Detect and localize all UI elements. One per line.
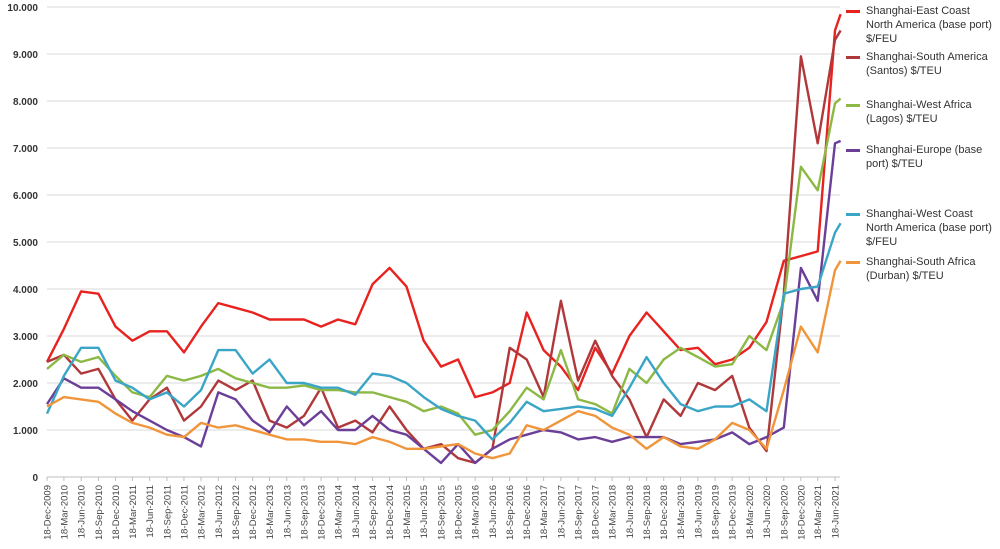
- x-tick-label: 18-Dec-2009: [43, 485, 54, 540]
- y-tick-label: 9.000: [13, 50, 38, 61]
- legend-label: Shanghai-West Coast North America (base …: [866, 208, 992, 248]
- x-tick-label: 18-Dec-2015: [454, 485, 465, 540]
- y-tick-label: 0: [32, 473, 38, 484]
- x-tick-label: 18-Sep-2013: [300, 485, 311, 540]
- x-tick-label: 18-Jun-2012: [214, 485, 225, 538]
- x-tick-label: 18-Dec-2016: [522, 485, 533, 540]
- x-tick-label: 18-Mar-2018: [608, 485, 619, 539]
- legend-label: Shanghai-South America (Santos) $/TEU: [866, 51, 988, 77]
- x-tick-label: 18-Jun-2014: [351, 485, 362, 538]
- legend-label: Shanghai-Europe (base port) $/TEU: [866, 144, 983, 170]
- legend-marker: [846, 213, 860, 216]
- legend-item: Shanghai-South Africa (Durban) $/TEU: [846, 255, 992, 283]
- x-tick-label: 18-Mar-2020: [745, 485, 756, 539]
- x-tick-label: 18-Sep-2016: [505, 485, 516, 540]
- series-line-2: [46, 97, 842, 436]
- series-line-4: [45, 222, 842, 441]
- x-tick-label: 18-Dec-2013: [317, 485, 328, 540]
- series-line-0: [45, 13, 842, 399]
- y-tick-label: 2.000: [13, 379, 38, 390]
- x-tick-label: 18-Jun-2017: [556, 485, 567, 538]
- x-tick-label: 18-Mar-2011: [128, 485, 139, 539]
- x-tick-label: 18-Mar-2010: [59, 485, 70, 539]
- x-tick-label: 18-Mar-2019: [676, 485, 687, 539]
- x-tick-label: 18-Mar-2015: [402, 485, 413, 539]
- x-tick-label: 18-Jun-2011: [145, 485, 156, 538]
- x-tick-label: 18-Sep-2014: [368, 485, 379, 540]
- y-tick-label: 10.000: [7, 3, 38, 14]
- x-tick-label: 18-Dec-2017: [591, 485, 602, 540]
- x-axis-ticks: 18-Dec-2009 18-Mar-2010 18-Jun-2010 18-Sep-…: [43, 477, 842, 540]
- x-tick-label: 18-Dec-2012: [248, 485, 259, 540]
- x-tick-label: 18-Dec-2011: [179, 485, 190, 539]
- y-tick-label: 8.000: [13, 97, 38, 108]
- x-tick-label: 18-Mar-2013: [265, 485, 276, 539]
- legend-item: Shanghai-West Africa (Lagos) $/TEU: [846, 98, 992, 126]
- x-tick-label: 18-Sep-2019: [711, 485, 722, 540]
- x-tick-label: 18-Jun-2010: [77, 485, 88, 538]
- y-tick-label: 4.000: [13, 285, 38, 296]
- legend-item: Shanghai-West Coast North America (base …: [846, 207, 992, 249]
- legend-label: Shanghai-South Africa (Durban) $/TEU: [866, 256, 976, 282]
- x-tick-label: 18-Mar-2017: [539, 485, 550, 539]
- y-axis-ticks: 0 1.000 2.000 3.000 4.000 5.000 6.000 7.000 8.00…: [7, 3, 38, 484]
- legend-label: Shanghai-West Africa (Lagos) $/TEU: [866, 99, 972, 125]
- y-tick-label: 1.000: [13, 426, 38, 437]
- legend-item: Shanghai-East Coast North America (base …: [846, 4, 992, 46]
- x-tick-label: 18-Jun-2019: [693, 485, 704, 538]
- x-tick-label: 18-Dec-2018: [659, 485, 670, 540]
- legend-marker: [846, 10, 860, 13]
- y-tick-label: 7.000: [13, 144, 38, 155]
- x-tick-label: 18-Sep-2017: [574, 485, 585, 540]
- legend-marker: [846, 56, 860, 59]
- x-tick-label: 18-Sep-2010: [94, 485, 105, 540]
- x-tick-label: 18-Dec-2010: [111, 485, 122, 540]
- x-tick-label: 18-Mar-2016: [471, 485, 482, 539]
- series-line-3: [45, 139, 842, 465]
- x-tick-label: 18-Mar-2012: [197, 485, 208, 539]
- gridlines: [47, 6, 840, 478]
- x-tick-label: 18-Dec-2014: [385, 485, 396, 540]
- x-tick-label: 18-Jun-2013: [282, 485, 293, 538]
- x-tick-label: 18-Sep-2020: [779, 485, 790, 540]
- legend-marker: [846, 104, 860, 107]
- legend-marker: [846, 149, 860, 152]
- x-tick-label: 18-Sep-2015: [437, 485, 448, 540]
- x-tick-label: 18-Sep-2018: [642, 485, 653, 540]
- x-tick-label: 18-Mar-2021: [813, 485, 824, 539]
- x-tick-label: 18-Sep-2011: [162, 485, 173, 539]
- y-tick-label: 6.000: [13, 191, 38, 202]
- x-tick-label: 18-Jun-2021: [831, 485, 842, 538]
- x-tick-label: 18-Sep-2012: [231, 485, 242, 540]
- legend-item: Shanghai-Europe (base port) $/TEU: [846, 143, 992, 171]
- x-tick-label: 18-Jun-2018: [625, 485, 636, 538]
- series-lines: [45, 13, 842, 465]
- y-tick-label: 5.000: [13, 238, 38, 249]
- legend-label: Shanghai-East Coast North America (base …: [866, 5, 992, 45]
- legend-item: Shanghai-South America (Santos) $/TEU: [846, 50, 992, 78]
- y-tick-label: 3.000: [13, 332, 38, 343]
- series-line-5: [46, 260, 842, 460]
- legend-marker: [846, 261, 860, 264]
- x-tick-label: 18-Dec-2019: [728, 485, 739, 540]
- x-tick-label: 18-Dec-2020: [796, 485, 807, 540]
- x-tick-label: 18-Jun-2020: [762, 485, 773, 538]
- x-tick-label: 18-Jun-2016: [488, 485, 499, 538]
- x-tick-label: 18-Jun-2015: [419, 485, 430, 538]
- x-tick-label: 18-Mar-2014: [333, 485, 344, 539]
- series-line-1: [46, 29, 842, 465]
